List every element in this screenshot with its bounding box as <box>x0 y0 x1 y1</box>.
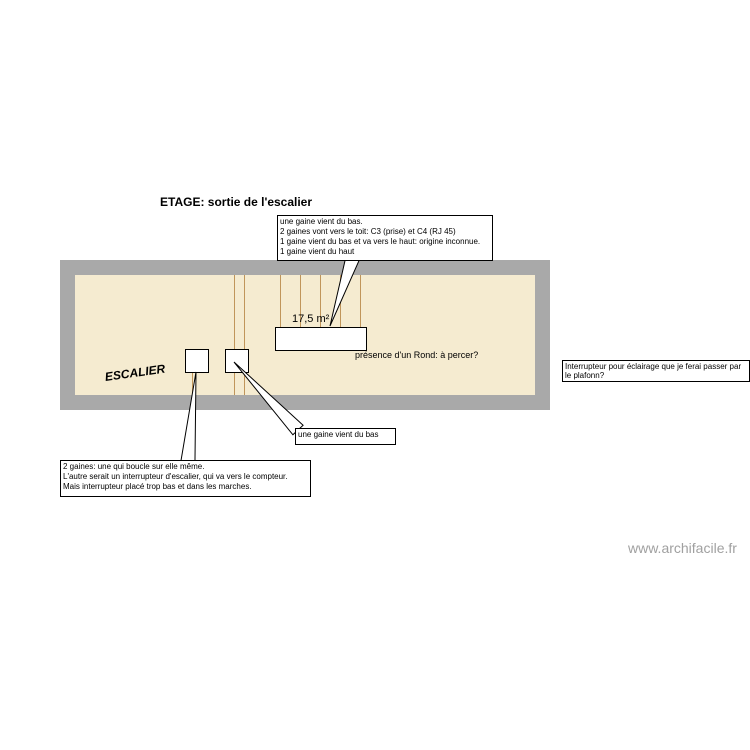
callout-bottom-right-arrow <box>234 362 303 435</box>
callout-top: une gaine vient du bas. 2 gaines vont ve… <box>277 215 493 261</box>
callout-top-arrow <box>330 255 360 326</box>
callout-bottom-right: une gaine vient du bas <box>295 428 396 445</box>
watermark: www.archifacile.fr <box>628 540 737 556</box>
side-note: Interrupteur pour éclairage que je ferai… <box>562 360 750 382</box>
callout-bottom-left-arrow <box>181 372 196 462</box>
callout-bottom-left: 2 gaines: une qui boucle sur elle même. … <box>60 460 311 497</box>
